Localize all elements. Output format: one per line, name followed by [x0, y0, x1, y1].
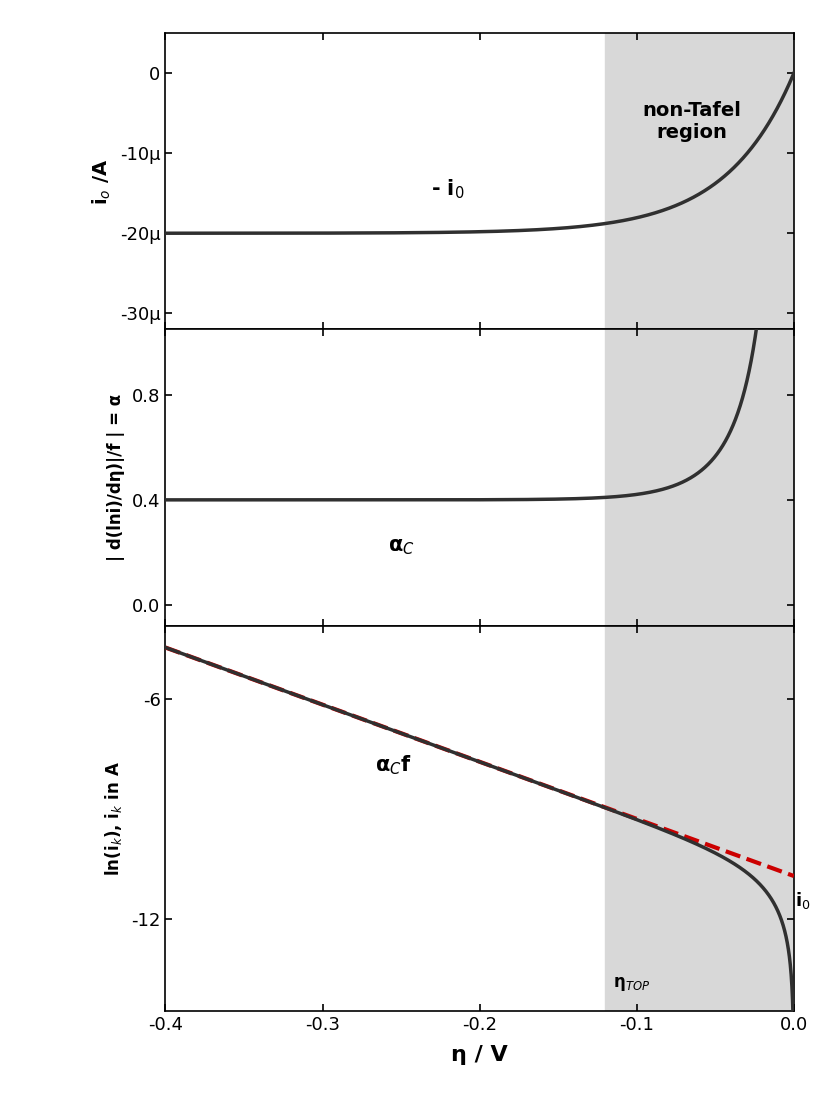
- X-axis label: η / V: η / V: [452, 1045, 508, 1065]
- Y-axis label: | d(lni)/dη)|/f | = α: | d(lni)/dη)|/f | = α: [107, 395, 125, 562]
- Y-axis label: i$_o$ /A: i$_o$ /A: [91, 158, 113, 204]
- Text: - i$_0$: - i$_0$: [432, 177, 465, 201]
- Text: i$_0$: i$_0$: [796, 890, 811, 911]
- Text: α$_C$: α$_C$: [388, 537, 414, 557]
- Bar: [605, 33, 794, 330]
- Bar: [605, 330, 794, 625]
- Text: non-Tafel
region: non-Tafel region: [643, 101, 741, 142]
- Y-axis label: ln(i$_k$), i$_k$ in A: ln(i$_k$), i$_k$ in A: [103, 761, 124, 876]
- Bar: [605, 625, 794, 1011]
- Text: η$_{TOP}$: η$_{TOP}$: [613, 975, 651, 992]
- Text: α$_C$f: α$_C$f: [375, 754, 412, 777]
